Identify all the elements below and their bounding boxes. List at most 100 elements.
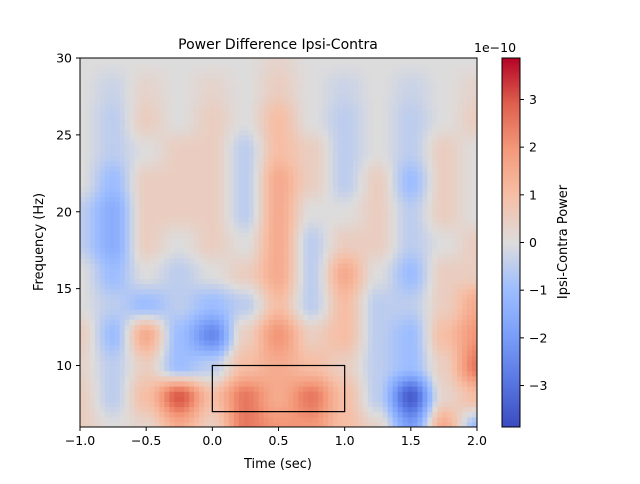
heatmap-cell bbox=[199, 411, 205, 418]
heatmap-cell bbox=[228, 109, 235, 115]
heatmap-cell bbox=[303, 186, 309, 192]
heatmap-cell bbox=[362, 304, 369, 310]
heatmap-cell bbox=[243, 391, 250, 397]
heatmap-cell bbox=[233, 380, 240, 387]
heatmap-cell bbox=[253, 252, 260, 259]
heatmap-cell bbox=[223, 58, 230, 64]
heatmap-cell bbox=[218, 411, 225, 418]
heatmap-cell bbox=[139, 124, 146, 131]
heatmap-cell bbox=[89, 421, 96, 427]
heatmap-cell bbox=[99, 345, 106, 351]
heatmap-cell bbox=[179, 68, 185, 74]
heatmap-cell bbox=[362, 416, 369, 423]
heatmap-cell bbox=[372, 309, 379, 315]
heatmap-cell bbox=[248, 145, 255, 151]
heatmap-cell bbox=[387, 104, 394, 110]
heatmap-cell bbox=[397, 268, 404, 274]
heatmap-cell bbox=[253, 278, 260, 285]
heatmap-cell bbox=[333, 391, 339, 397]
heatmap-cell bbox=[84, 406, 91, 413]
heatmap-cell bbox=[352, 314, 359, 320]
heatmap-cell bbox=[184, 252, 190, 259]
heatmap-cell bbox=[357, 288, 364, 295]
heatmap-cell bbox=[372, 273, 379, 279]
heatmap-cell bbox=[313, 232, 319, 238]
heatmap-cell bbox=[114, 298, 121, 305]
heatmap-cell bbox=[184, 160, 190, 167]
heatmap-cell bbox=[144, 406, 151, 413]
heatmap-cell bbox=[209, 114, 215, 121]
heatmap-cell bbox=[367, 365, 374, 372]
heatmap-cell bbox=[318, 396, 324, 402]
heatmap-cell bbox=[89, 370, 96, 377]
heatmap-cell bbox=[308, 283, 314, 290]
heatmap-cell bbox=[273, 309, 280, 315]
heatmap-cell bbox=[99, 273, 106, 279]
heatmap-cell bbox=[417, 175, 424, 182]
heatmap-cell bbox=[149, 247, 156, 254]
heatmap-cell bbox=[412, 421, 419, 427]
heatmap-cell bbox=[129, 263, 136, 269]
heatmap-cell bbox=[263, 83, 270, 90]
heatmap-cell bbox=[303, 129, 309, 136]
heatmap-cell bbox=[233, 191, 240, 197]
heatmap-cell bbox=[104, 119, 111, 126]
heatmap-cell bbox=[308, 109, 314, 115]
heatmap-cell bbox=[392, 365, 399, 372]
heatmap-cell bbox=[367, 222, 374, 228]
heatmap-cell bbox=[104, 181, 111, 187]
heatmap-cell bbox=[94, 421, 101, 427]
heatmap-cell bbox=[402, 380, 409, 387]
heatmap-cell bbox=[372, 227, 379, 233]
heatmap-cell bbox=[362, 155, 369, 162]
heatmap-cell bbox=[174, 88, 180, 95]
heatmap-cell bbox=[303, 345, 309, 351]
heatmap-cell bbox=[204, 375, 210, 382]
heatmap-cell bbox=[124, 93, 131, 100]
heatmap-cell bbox=[387, 263, 394, 269]
heatmap-cell bbox=[233, 283, 240, 290]
heatmap-cell bbox=[362, 283, 369, 290]
heatmap-cell bbox=[84, 416, 91, 423]
heatmap-cell bbox=[313, 345, 319, 351]
heatmap-cell bbox=[263, 283, 270, 290]
heatmap-cell bbox=[273, 222, 280, 228]
heatmap-cell bbox=[377, 104, 384, 110]
heatmap-cell bbox=[218, 288, 225, 295]
heatmap-cell bbox=[417, 83, 424, 90]
heatmap-cell bbox=[283, 304, 290, 310]
heatmap-cell bbox=[149, 329, 156, 336]
heatmap-cell bbox=[382, 247, 389, 254]
heatmap-cell bbox=[313, 421, 319, 427]
heatmap-cell bbox=[258, 247, 265, 254]
heatmap-cell bbox=[213, 298, 220, 305]
heatmap-cell bbox=[278, 411, 285, 418]
heatmap-cell bbox=[352, 334, 359, 341]
heatmap-cell bbox=[417, 78, 424, 85]
heatmap-cell bbox=[204, 252, 210, 259]
heatmap-cell bbox=[194, 350, 200, 356]
heatmap-cell bbox=[362, 93, 369, 100]
heatmap-cell bbox=[278, 278, 285, 285]
heatmap-cell bbox=[104, 140, 111, 146]
heatmap-cell bbox=[293, 257, 299, 264]
heatmap-cell bbox=[154, 380, 160, 387]
heatmap-cell bbox=[179, 124, 185, 131]
heatmap-cell bbox=[89, 78, 96, 85]
heatmap-cell bbox=[362, 140, 369, 146]
heatmap-cell bbox=[179, 165, 185, 172]
heatmap-cell bbox=[372, 73, 379, 80]
heatmap-cell bbox=[293, 375, 299, 382]
heatmap-cell bbox=[243, 268, 250, 274]
heatmap-cell bbox=[412, 329, 419, 336]
heatmap-cell bbox=[248, 170, 255, 177]
heatmap-cell bbox=[278, 273, 285, 279]
heatmap-cell bbox=[407, 380, 414, 387]
heatmap-cell bbox=[338, 191, 344, 197]
heatmap-cell bbox=[114, 140, 121, 146]
heatmap-cell bbox=[243, 319, 250, 326]
heatmap-cell bbox=[333, 129, 339, 136]
heatmap-cell bbox=[268, 99, 275, 105]
heatmap-cell bbox=[94, 88, 101, 95]
heatmap-cell bbox=[94, 68, 101, 74]
